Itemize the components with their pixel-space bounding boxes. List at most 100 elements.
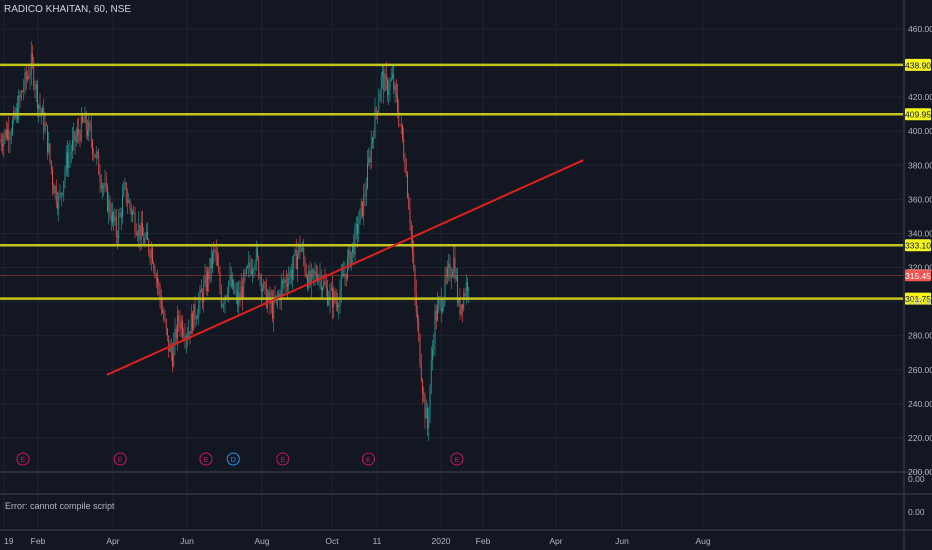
candle-body [277, 295, 278, 297]
candle-body [272, 300, 273, 319]
candle-body [429, 385, 431, 417]
candle-body [425, 408, 427, 419]
candle-body [363, 194, 365, 216]
candle-body [203, 283, 205, 303]
candle-body [74, 131, 76, 142]
candle-body [462, 304, 463, 309]
candle-body [70, 151, 72, 154]
candle-body [430, 359, 432, 386]
candle-body [250, 268, 252, 274]
trend-line[interactable] [106, 159, 584, 376]
candle-body [463, 293, 465, 309]
candle-body [224, 296, 226, 304]
candle-body [305, 271, 307, 277]
candle-body [352, 243, 353, 252]
candle-body [455, 275, 457, 280]
candle-body [125, 182, 127, 202]
candle-body [189, 331, 191, 335]
candle-body [335, 301, 337, 303]
candle-body [234, 292, 236, 293]
candle-body [105, 182, 107, 187]
candle-body [87, 129, 88, 136]
candle-body [0, 139, 2, 145]
candle-body [289, 270, 291, 278]
candle-body [99, 174, 101, 182]
indicator-tick-label: 0.00 [908, 507, 925, 517]
candle-body [72, 139, 73, 152]
candle-body [68, 155, 70, 168]
candle-body [53, 184, 55, 194]
time-tick-label: Jun [180, 536, 194, 546]
level-tag [905, 239, 931, 252]
candle-body [187, 336, 188, 339]
candle-body [158, 283, 160, 286]
candle-body [204, 275, 206, 284]
candle-body [183, 334, 185, 337]
candle-body [438, 300, 440, 305]
candle-body [79, 134, 81, 141]
candle-body [348, 249, 350, 259]
candle-body [13, 111, 15, 121]
candle-body [372, 137, 373, 144]
candle-body [432, 350, 433, 360]
candle-body [460, 304, 462, 315]
price-tick-label: 200.00 [908, 467, 932, 477]
candle-body [390, 77, 392, 81]
candle-body [214, 249, 216, 251]
earnings-marker-label: E [204, 457, 209, 464]
candle-body [422, 380, 423, 394]
candle-body [350, 251, 352, 267]
candle-body [109, 200, 111, 216]
candle-body [20, 91, 22, 98]
candle-body [107, 186, 108, 212]
candle-body [340, 275, 342, 291]
candle-body [170, 344, 172, 354]
candle-body [130, 207, 132, 215]
candle-body [315, 271, 317, 278]
candle-body [197, 315, 198, 319]
candle-body [404, 157, 406, 172]
candle-body [168, 335, 170, 352]
candle-body [18, 95, 20, 120]
candle-body [268, 291, 270, 298]
symbol-label[interactable]: RADICO KHAITAN, 60, NSE [4, 4, 132, 15]
horizontal-levels-layer: 438.90 409.95 333.10 301.75 315.45 [0, 58, 931, 305]
candle-body [357, 223, 358, 235]
indicator-error-message: Error: cannot compile script [5, 501, 115, 511]
candle-body [133, 212, 135, 214]
candle-body [97, 152, 98, 154]
candle-body [162, 309, 163, 313]
candle-body [83, 121, 85, 123]
candle-body [337, 302, 338, 308]
candle-body [93, 153, 95, 155]
candle-body [440, 298, 442, 313]
price-tick-label: 240.00 [908, 399, 932, 409]
candle-body [108, 200, 110, 212]
candle-body [259, 276, 261, 278]
earnings-marker [199, 452, 213, 466]
candle-body [413, 253, 415, 269]
candle-body [127, 201, 128, 203]
candle-body [255, 248, 257, 264]
candle-body [324, 281, 326, 285]
candle-body [104, 182, 106, 188]
candle-body [260, 276, 262, 292]
candle-body [28, 76, 30, 79]
price-tick-label: 420.00 [908, 92, 932, 102]
candle-body [403, 139, 405, 158]
candle-body [230, 275, 232, 287]
candle-body [280, 283, 282, 301]
candle-body [49, 143, 51, 161]
candle-body [12, 120, 13, 134]
candle-body [64, 170, 66, 182]
candle-body [375, 108, 377, 112]
candle-body [262, 288, 263, 292]
candle-body [287, 284, 288, 287]
candle-body [92, 140, 93, 154]
candle-body [433, 344, 435, 351]
candle-body [207, 271, 208, 291]
candle-body [182, 320, 183, 335]
candle-body [442, 307, 443, 313]
